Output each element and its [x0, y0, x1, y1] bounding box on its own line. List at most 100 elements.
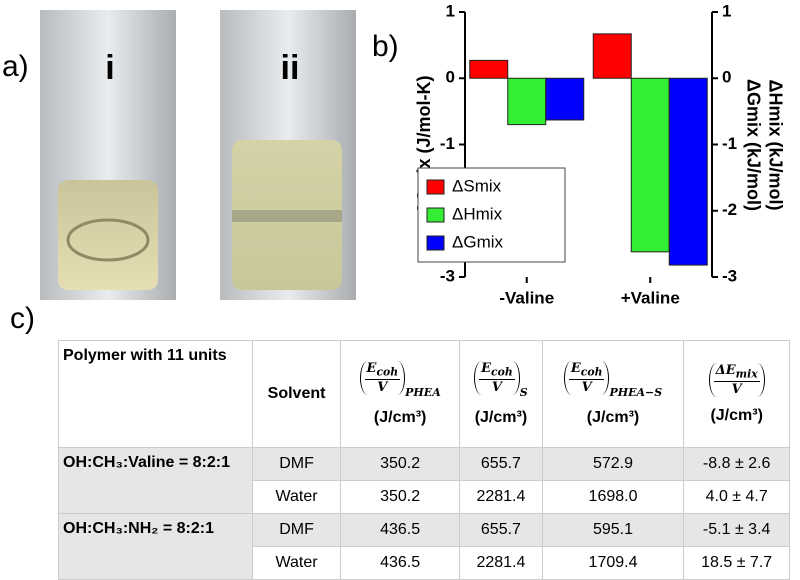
formula: ΔEmix V	[708, 363, 765, 397]
bar	[592, 33, 632, 79]
bracket: Ecoh V	[474, 360, 520, 395]
y2-tick-label: 1	[722, 1, 731, 20]
y-tick-label: -1	[440, 134, 455, 153]
group-label: OH:CH₃:Valine = 8:2:1	[58, 447, 253, 514]
table-cell: 2281.4	[459, 480, 543, 514]
meniscus	[66, 218, 150, 262]
header-cell: Ecoh V PHEA−S (J/cm³)	[541, 340, 685, 448]
table-cell: 350.2	[340, 480, 461, 514]
formula-subscript: S	[519, 386, 528, 400]
y2-axis-label: ΔGmix (kJ/mol)	[743, 79, 763, 211]
unit: (J/cm³)	[710, 406, 763, 424]
table-row: Water 350.2 2281.4 1698.0 4.0 ± 4.7	[59, 480, 790, 514]
y-tick-label: 1	[446, 1, 455, 20]
legend-swatch	[426, 235, 445, 251]
numerator-symbol: E	[481, 360, 492, 376]
band	[232, 210, 342, 222]
legend-label: ΔSmix	[452, 176, 502, 195]
table-cell: 350.2	[340, 447, 461, 481]
table-cell: 572.9	[541, 447, 685, 481]
header-cell: ΔEmix V (J/cm³)	[683, 340, 790, 448]
header-row: Polymer with 11 units Solvent Ecoh V PHEA (J/…	[58, 340, 790, 448]
liquid	[58, 180, 158, 290]
legend-label: ΔHmix	[452, 204, 503, 223]
numerator: ΔEmix	[713, 363, 760, 382]
legend-swatch	[426, 207, 445, 223]
fraction: ΔEmix V	[713, 363, 760, 397]
table-row: Water 436.5 2281.4 1709.4 18.5 ± 7.7	[59, 546, 790, 580]
table-cell: 2281.4	[459, 546, 543, 580]
table-row: OH:CH₃:Valine = 8:2:1 DMF 350.2 655.7 572.9-…	[58, 447, 790, 514]
denominator: V	[491, 379, 502, 395]
y-tick-label: 0	[446, 68, 455, 87]
numerator: Ecoh	[479, 361, 515, 380]
table-row: OH:CH₃:NH₂ = 8:2:1 DMF 436.5 655.7 595.1 -5.1…	[58, 513, 790, 580]
y2-tick-label: -1	[722, 134, 737, 153]
header-cell: Ecoh V PHEA (J/cm³)	[340, 340, 461, 448]
unit: (J/cm³)	[474, 409, 528, 427]
panel-label: a)	[2, 50, 29, 83]
x-tick-label: +Valine	[621, 288, 680, 307]
fraction: Ecoh V	[479, 361, 515, 395]
photo-label: i	[105, 49, 114, 87]
bar	[630, 77, 670, 253]
table-cell: 1709.4	[541, 546, 685, 580]
formula-subscript: PHEA−S	[609, 386, 663, 400]
y2-tick-label: -2	[722, 200, 737, 219]
table-cell: DMF	[251, 513, 342, 547]
legend-swatch	[426, 179, 445, 195]
bar	[507, 77, 547, 126]
header-cell: Polymer with 11 units	[58, 340, 253, 448]
numerator-subscript: coh	[491, 365, 513, 379]
table-cell: Water	[251, 546, 342, 580]
bar	[545, 77, 585, 121]
table: Polymer with 11 units Solvent Ecoh V PHEA (J/…	[58, 340, 790, 580]
photo-label: ii	[281, 49, 300, 87]
legend-label: ΔGmix	[452, 232, 504, 251]
y2-tick-label: -3	[722, 266, 737, 285]
y-tick-label: -3	[440, 266, 455, 285]
bar	[668, 77, 708, 266]
bracket: Ecoh V	[359, 360, 406, 395]
panel-label: c)	[10, 302, 35, 335]
unit: (J/cm³)	[586, 409, 640, 427]
table-cell: -8.8 ± 2.6	[683, 447, 790, 481]
group-label: OH:CH₃:NH₂ = 8:2:1	[58, 513, 253, 580]
table-cell: 1698.0	[541, 480, 685, 514]
numerator-symbol: E	[570, 360, 581, 376]
table-cell: Water	[251, 480, 342, 514]
numerator-symbol: E	[366, 360, 377, 376]
y2-axis-label: ΔHmix (kJ/mol)	[765, 80, 785, 211]
table-cell: 436.5	[340, 513, 461, 547]
table-cell: 436.5	[340, 546, 461, 580]
numerator: Ecoh	[568, 360, 605, 380]
fraction: Ecoh V	[364, 360, 401, 395]
y2-tick-label: 0	[722, 68, 731, 87]
denominator: V	[377, 379, 388, 395]
numerator-subscript: coh	[376, 365, 399, 379]
fraction: Ecoh V	[568, 360, 605, 395]
bracket: ΔEmix V	[708, 363, 765, 397]
numerator-subscript: mix	[735, 367, 758, 381]
bracket: Ecoh V	[563, 360, 610, 395]
table-cell: -5.1 ± 3.4	[683, 513, 790, 547]
table-cell: 18.5 ± 7.7	[683, 546, 790, 580]
denominator: V	[731, 381, 742, 397]
numerator: Ecoh	[364, 360, 401, 380]
table-cell: 655.7	[459, 513, 543, 547]
bar	[469, 59, 509, 79]
table-cell: 4.0 ± 4.7	[683, 480, 790, 514]
formula: Ecoh V PHEA−S	[563, 360, 662, 399]
formula-subscript: PHEA	[405, 386, 441, 400]
table-cell: 655.7	[459, 447, 543, 481]
header-cell: Solvent	[251, 340, 342, 448]
table-cell: 595.1	[541, 513, 685, 547]
table-cell: DMF	[251, 447, 342, 481]
formula: Ecoh V PHEA	[359, 360, 441, 399]
panel-label: b)	[372, 30, 399, 63]
numerator-subscript: coh	[580, 365, 603, 379]
denominator: V	[581, 379, 592, 395]
